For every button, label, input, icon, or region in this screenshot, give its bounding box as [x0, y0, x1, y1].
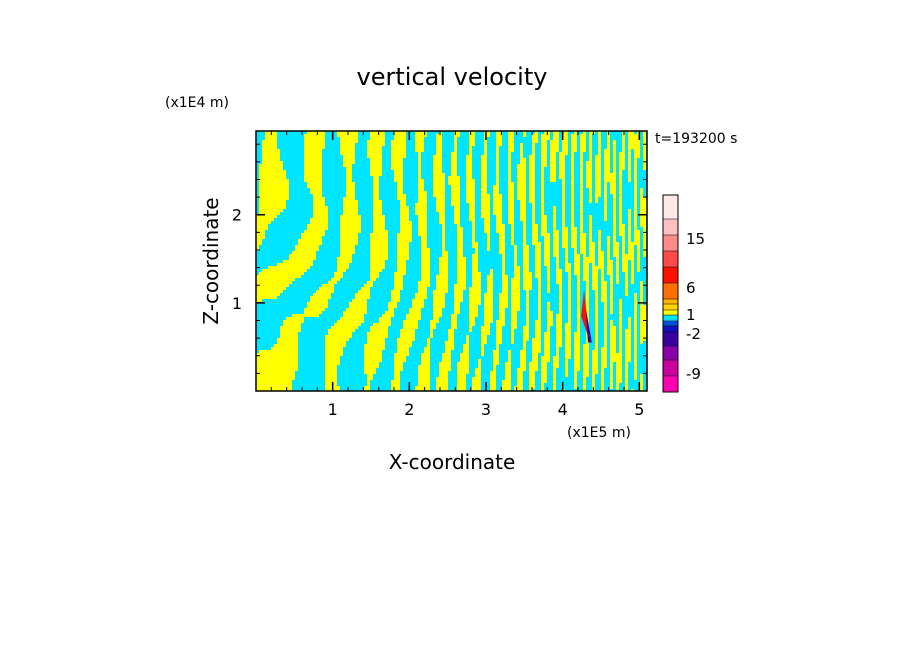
colorbar-segment	[663, 283, 678, 299]
colorbar-segment	[663, 251, 678, 267]
y-axis-label: Z-coordinate	[199, 197, 223, 324]
colorbar-segment	[663, 310, 678, 315]
x-tick-label: 5	[634, 400, 644, 419]
colorbar-segment	[663, 219, 678, 235]
colorbar-segment	[663, 332, 678, 346]
colorbar-segment	[663, 376, 678, 392]
y-tick-label: 2	[232, 206, 242, 225]
colorbar-segment	[663, 326, 678, 332]
time-label: t=193200 s	[655, 131, 737, 147]
colorbar-label: 15	[686, 230, 705, 248]
y-scale-note: (x1E4 m)	[165, 95, 229, 111]
x-tick-label: 2	[404, 400, 414, 419]
colorbar-label: 1	[686, 306, 696, 324]
velocity-field	[256, 131, 647, 391]
colorbar-segment	[663, 235, 678, 251]
colorbar: 15 6 1-2 -9	[662, 194, 705, 393]
colorbar-label: -9	[686, 365, 701, 383]
plot-frame	[255, 130, 648, 392]
positive-velocity-region	[256, 131, 647, 391]
x-tick-label: 3	[481, 400, 491, 419]
x-tick-label: 4	[558, 400, 568, 419]
colorbar-segment	[663, 195, 678, 219]
colorbar-segment	[663, 299, 678, 304]
colorbar-segment	[663, 304, 678, 310]
plot-axes: 1 2 3 4 5 1 2	[232, 130, 648, 419]
colorbar-segment	[663, 267, 678, 283]
colorbar-segment	[663, 321, 678, 326]
x-axis-label: X-coordinate	[389, 450, 516, 474]
strong-downdraft-feature	[585, 307, 592, 343]
strong-updraft-feature	[581, 289, 589, 339]
colorbar-segment	[663, 346, 678, 360]
x-tick-label: 1	[328, 400, 338, 419]
chart-title: vertical velocity	[357, 63, 548, 91]
colorbar-segment	[663, 360, 678, 376]
x-scale-note: (x1E5 m)	[567, 425, 631, 441]
colorbar-label: 6	[686, 279, 696, 297]
colorbar-label: -2	[686, 325, 701, 343]
colorbar-segment	[663, 315, 678, 321]
y-tick-label: 1	[232, 294, 242, 313]
